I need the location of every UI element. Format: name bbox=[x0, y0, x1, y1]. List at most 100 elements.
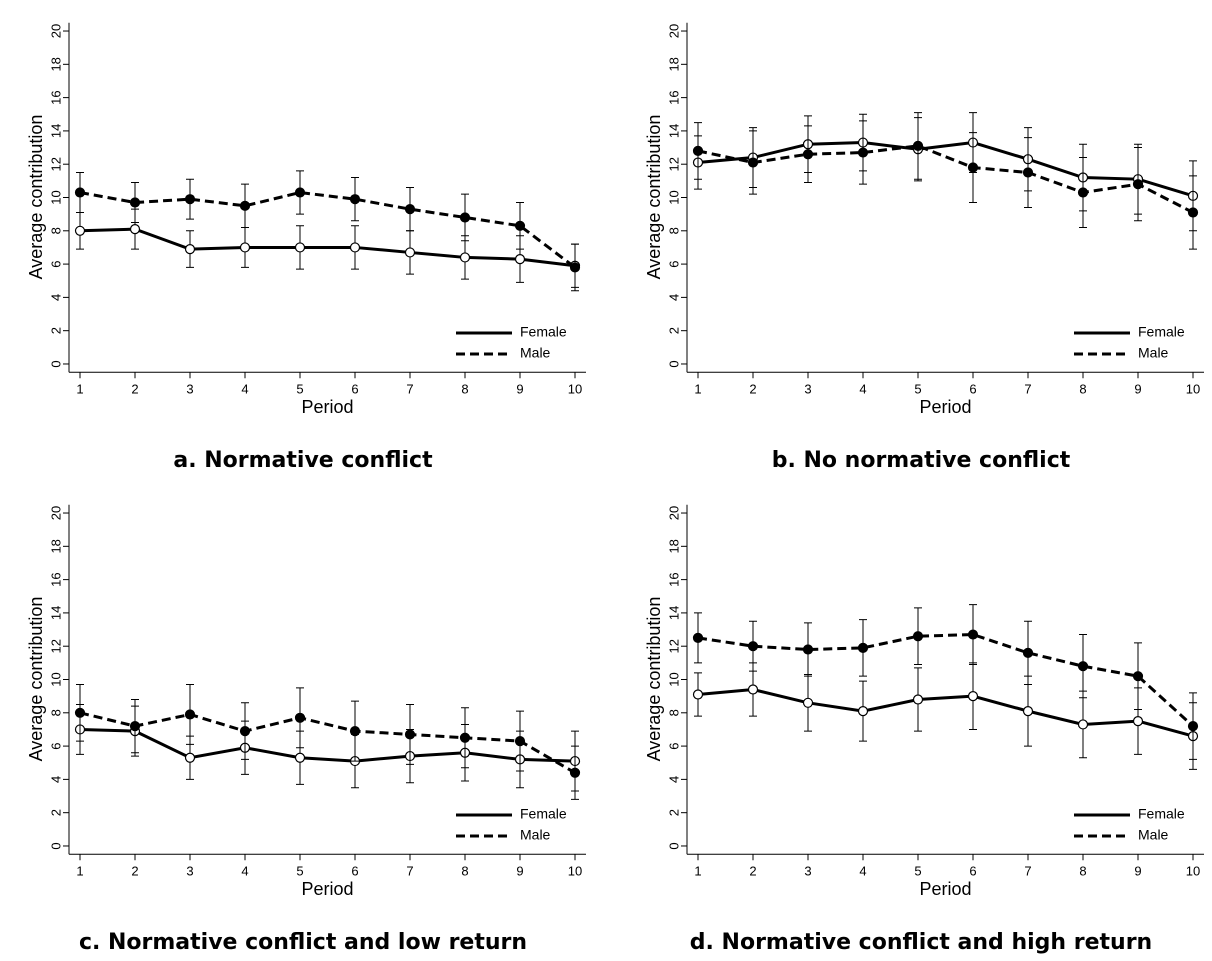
data-point bbox=[404, 729, 416, 740]
y-tick-label: 16 bbox=[666, 90, 681, 104]
y-tick-label: 2 bbox=[666, 327, 681, 334]
x-tick-label: 8 bbox=[1079, 382, 1086, 397]
data-point bbox=[514, 220, 526, 231]
y-tick-label: 10 bbox=[666, 672, 681, 686]
data-point bbox=[692, 689, 704, 700]
data-point bbox=[857, 147, 869, 158]
data-point bbox=[1132, 716, 1144, 727]
series-line bbox=[697, 687, 1194, 738]
data-point bbox=[1132, 671, 1144, 682]
y-tick-label: 20 bbox=[48, 24, 63, 38]
data-point bbox=[239, 242, 251, 253]
y-tick-label: 18 bbox=[666, 57, 681, 71]
data-point bbox=[1077, 719, 1089, 730]
x-tick-label: 8 bbox=[461, 864, 468, 879]
data-point bbox=[239, 726, 251, 737]
x-tick-label: 7 bbox=[406, 382, 413, 397]
y-tick-label: 6 bbox=[666, 260, 681, 267]
data-point bbox=[129, 197, 141, 208]
y-tick-label: 16 bbox=[48, 572, 63, 586]
data-point bbox=[857, 642, 869, 653]
panel-caption: c. Normative conflict and low return bbox=[79, 930, 527, 955]
data-point bbox=[184, 194, 196, 205]
data-point bbox=[74, 707, 86, 718]
legend-label: Female bbox=[1138, 806, 1185, 822]
x-tick-label: 5 bbox=[296, 864, 303, 879]
data-point bbox=[1022, 706, 1034, 717]
x-tick-label: 3 bbox=[186, 382, 193, 397]
y-tick-label: 2 bbox=[666, 809, 681, 816]
x-tick-label: 6 bbox=[969, 864, 976, 879]
x-tick-label: 3 bbox=[804, 382, 811, 397]
y-tick-label: 2 bbox=[48, 809, 63, 816]
data-point bbox=[184, 244, 196, 255]
y-tick-label: 0 bbox=[666, 360, 681, 367]
x-tick-label: 9 bbox=[1134, 382, 1141, 397]
x-tick-label: 2 bbox=[131, 382, 138, 397]
y-tick-label: 14 bbox=[48, 124, 63, 138]
y-tick-label: 18 bbox=[48, 539, 63, 553]
y-tick-label: 8 bbox=[48, 227, 63, 234]
y-tick-label: 4 bbox=[666, 294, 681, 301]
data-point bbox=[294, 752, 306, 763]
y-tick-label: 8 bbox=[48, 709, 63, 716]
data-point bbox=[569, 262, 581, 273]
y-tick-label: 14 bbox=[666, 606, 681, 620]
y-tick-label: 18 bbox=[48, 57, 63, 71]
x-tick-label: 1 bbox=[694, 864, 701, 879]
y-axis-label: Average contribution bbox=[644, 597, 664, 762]
series-line bbox=[697, 144, 1194, 214]
x-tick-label: 9 bbox=[516, 864, 523, 879]
data-point bbox=[569, 767, 581, 778]
data-point bbox=[1187, 721, 1199, 732]
data-point bbox=[514, 253, 526, 265]
data-point bbox=[802, 149, 814, 160]
data-point bbox=[349, 194, 361, 205]
y-tick-label: 10 bbox=[48, 672, 63, 686]
x-tick-label: 1 bbox=[694, 382, 701, 397]
legend-label: Female bbox=[520, 806, 567, 822]
x-tick-label: 5 bbox=[914, 382, 921, 397]
y-tick-label: 20 bbox=[666, 24, 681, 38]
data-point bbox=[349, 242, 361, 253]
series-line bbox=[79, 727, 576, 763]
data-point bbox=[967, 162, 979, 173]
x-tick-label: 5 bbox=[914, 864, 921, 879]
series-line bbox=[79, 711, 576, 775]
y-axis-label: Average contribution bbox=[26, 597, 46, 762]
x-tick-label: 6 bbox=[969, 382, 976, 397]
x-tick-label: 9 bbox=[1134, 864, 1141, 879]
data-point bbox=[349, 726, 361, 737]
y-axis-label: Average contribution bbox=[26, 115, 46, 280]
data-point bbox=[747, 641, 759, 652]
panel-caption: d. Normative conflict and high return bbox=[690, 930, 1152, 955]
data-point bbox=[802, 697, 814, 708]
x-tick-label: 4 bbox=[241, 382, 248, 397]
x-tick-label: 10 bbox=[1186, 382, 1200, 397]
panel-caption: b. No normative conflict bbox=[772, 448, 1071, 473]
data-point bbox=[129, 721, 141, 732]
series-line bbox=[79, 227, 576, 268]
y-tick-label: 10 bbox=[48, 190, 63, 204]
y-tick-label: 12 bbox=[48, 157, 63, 171]
x-tick-label: 6 bbox=[351, 864, 358, 879]
x-tick-label: 8 bbox=[461, 382, 468, 397]
x-axis-label: Period bbox=[301, 879, 353, 899]
data-point bbox=[692, 632, 704, 643]
y-tick-label: 16 bbox=[666, 572, 681, 586]
y-tick-label: 4 bbox=[48, 776, 63, 783]
x-tick-label: 2 bbox=[749, 382, 756, 397]
legend-label: Female bbox=[1138, 324, 1185, 340]
data-point bbox=[184, 752, 196, 763]
data-point bbox=[129, 224, 141, 235]
series-line bbox=[79, 190, 576, 269]
x-tick-label: 3 bbox=[186, 864, 193, 879]
x-tick-label: 2 bbox=[131, 864, 138, 879]
series-line bbox=[697, 633, 1195, 728]
y-tick-label: 12 bbox=[48, 639, 63, 653]
